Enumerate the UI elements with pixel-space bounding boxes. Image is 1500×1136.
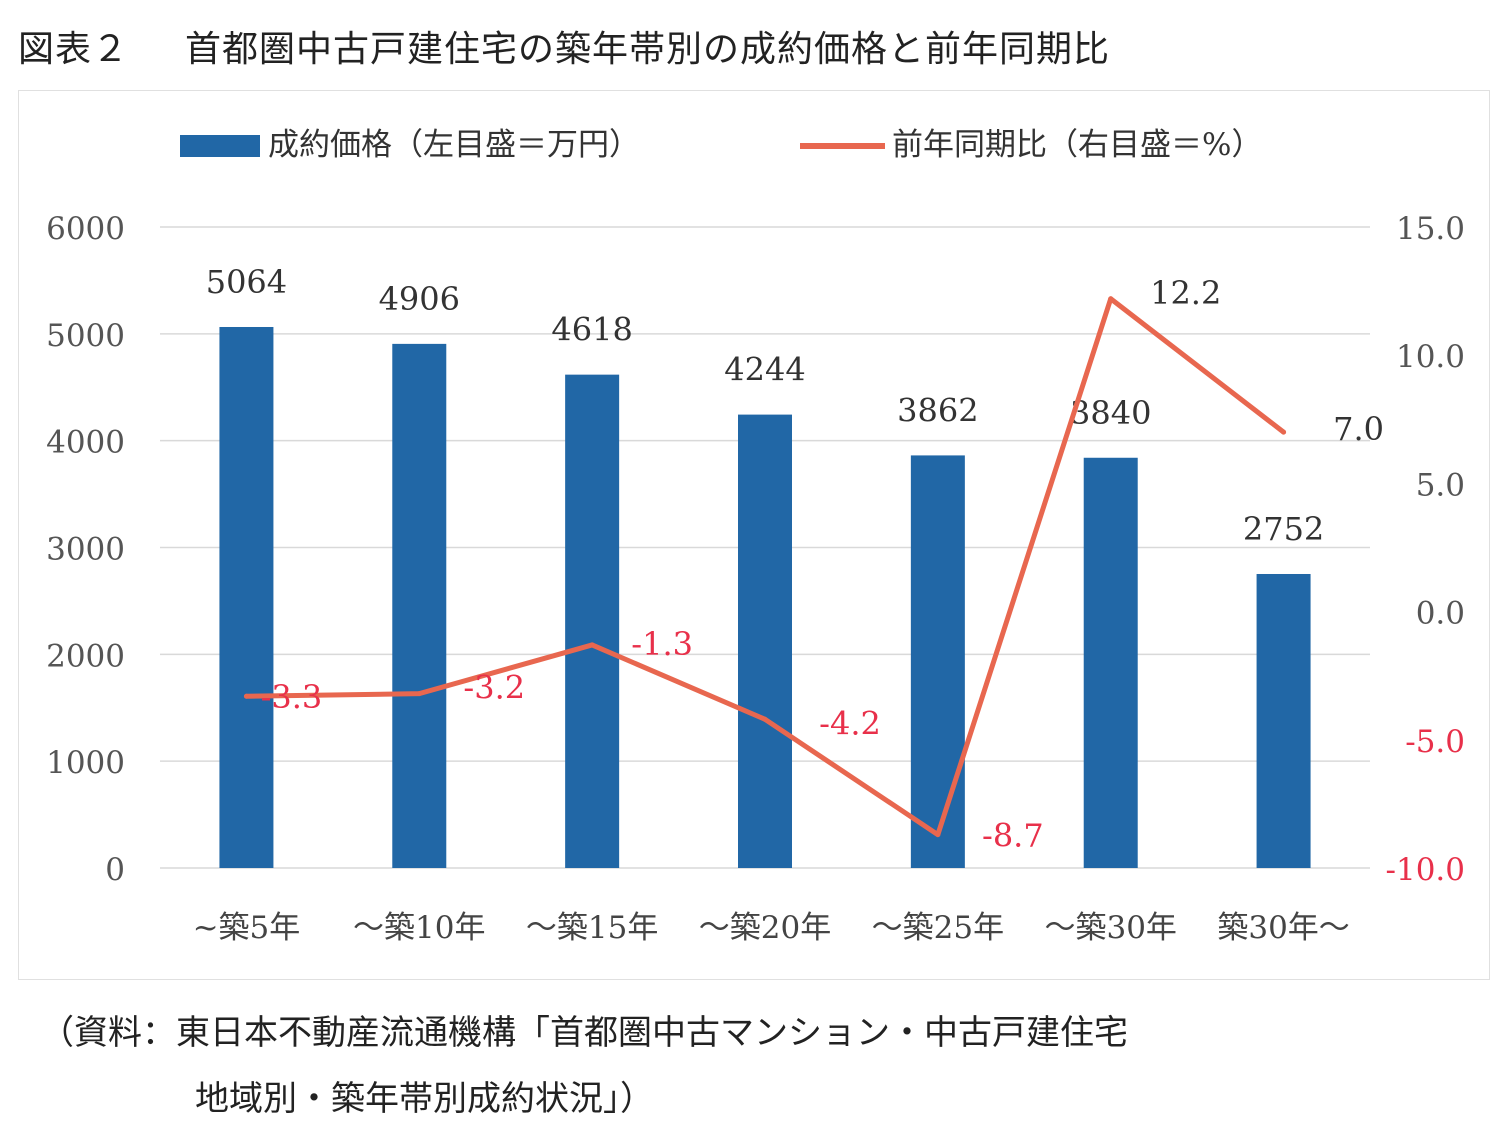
line-data-label: -4.2	[819, 704, 881, 742]
left-axis-tick-label: 3000	[46, 532, 125, 568]
legend-line-label: 前年同期比（右目盛＝%）	[892, 127, 1262, 163]
bar-data-label: 2752	[1243, 510, 1324, 548]
source-line-2: 地域別・築年帯別成約状況」）	[195, 1079, 654, 1119]
bar-data-label: 5064	[206, 263, 287, 301]
line-data-label: -3.2	[463, 669, 525, 707]
chart-frame	[18, 90, 1490, 980]
right-axis-tick-label: 10.0	[1396, 339, 1465, 375]
bar-data-label: 3840	[1070, 394, 1151, 432]
figure-number: 図表２	[18, 29, 130, 70]
figure-title: 図表２ 首都圏中古戸建住宅の築年帯別の成約価格と前年同期比	[18, 20, 1110, 72]
line-data-label: 12.2	[1150, 274, 1221, 312]
left-axis-tick-label: 6000	[46, 211, 125, 247]
right-axis-tick-label: -5.0	[1405, 724, 1465, 760]
bar	[910, 455, 965, 868]
left-axis-tick-label: 5000	[46, 318, 125, 354]
category-label: ～築25年	[872, 910, 1004, 946]
right-axis-tick-label: 15.0	[1396, 211, 1465, 247]
bar	[219, 326, 274, 869]
left-axis-tick-label: 4000	[46, 425, 125, 461]
combo-chart: 0 1000 2000 3000 4000 5000 6000 -10.0 -5.0 0.0 5.0…	[46, 127, 1466, 946]
bar	[565, 374, 620, 868]
left-axis-tick-label: 2000	[46, 638, 125, 674]
category-label: ～築30年	[1044, 910, 1176, 946]
bar-data-label: 4244	[724, 351, 805, 389]
line-point	[762, 716, 768, 722]
line-data-label: 7.0	[1333, 410, 1384, 448]
line-data-label: -3.3	[261, 678, 323, 716]
line-data-label: -8.7	[982, 817, 1044, 855]
legend-bar-swatch	[180, 135, 260, 157]
bar	[1083, 457, 1138, 868]
line-point	[243, 693, 249, 699]
left-axis-tick-label: 1000	[46, 745, 125, 781]
bar-data-label: 4618	[551, 311, 632, 349]
category-label: ～築15年	[526, 910, 658, 946]
line-point	[1108, 296, 1114, 302]
line-point	[589, 642, 595, 648]
line-data-label: -1.3	[631, 625, 693, 663]
category-label: ～築10年	[353, 910, 485, 946]
right-axis-tick-label: 5.0	[1416, 467, 1465, 503]
bar	[392, 343, 447, 868]
bar-data-label: 4906	[379, 280, 460, 318]
source-note: （資料：東日本不動産流通機構「首都圏中古マンション・中古戸建住宅 地域別・築年帯…	[40, 1000, 1128, 1132]
category-label: 築30年～	[1217, 910, 1349, 946]
source-line-1: （資料：東日本不動産流通機構「首都圏中古マンション・中古戸建住宅	[40, 1013, 1128, 1053]
line-point	[416, 691, 422, 697]
line-point	[1281, 429, 1287, 435]
right-axis-tick-label: 0.0	[1416, 596, 1465, 632]
bar	[738, 414, 792, 868]
category-label: ~築5年	[193, 910, 301, 946]
figure-title-text: 首都圏中古戸建住宅の築年帯別の成約価格と前年同期比	[185, 29, 1111, 70]
bar	[1256, 573, 1311, 868]
left-axis-tick-label: 0	[105, 852, 125, 888]
bar-data-label: 3862	[897, 391, 978, 429]
right-axis-tick-label: -10.0	[1386, 852, 1466, 888]
category-label: ～築20年	[699, 910, 831, 946]
line-point	[935, 832, 941, 838]
legend-bar-label: 成約価格（左目盛＝万円）	[268, 127, 640, 163]
